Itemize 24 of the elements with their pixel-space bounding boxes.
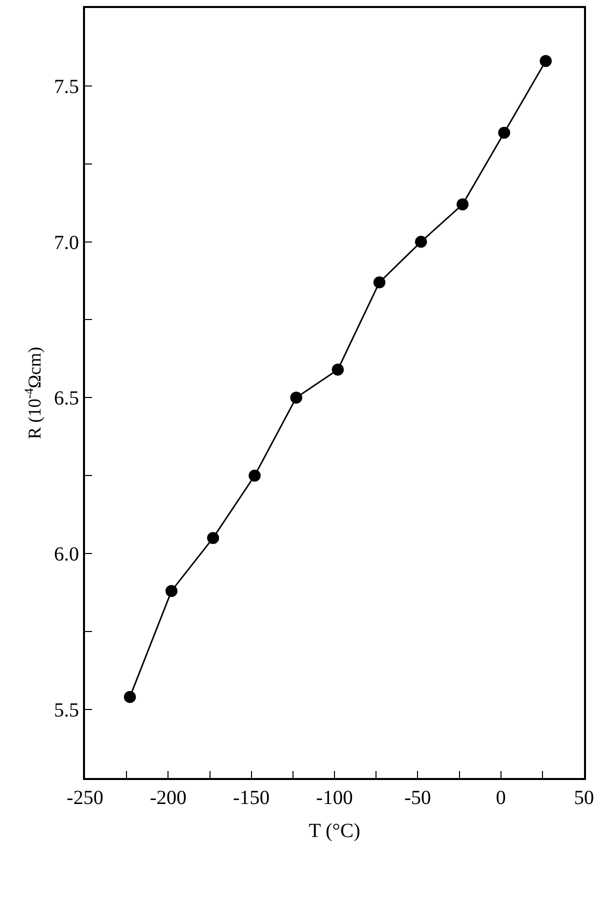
point: [540, 55, 552, 67]
x-tick-label: -150: [232, 787, 270, 809]
x-tick-label: 0: [496, 787, 506, 809]
y-tick-label: 7.5: [54, 76, 79, 98]
x-axis-title: T (°C): [308, 820, 360, 842]
point: [165, 584, 178, 597]
y-tick-label: 5.5: [54, 699, 79, 722]
y-tick-label: 6.5: [54, 388, 79, 410]
point: [456, 198, 469, 210]
point: [248, 470, 261, 482]
x-tick-label: -200: [150, 787, 187, 809]
x-tick-label: 50: [574, 787, 594, 809]
x-tick-label: -50: [404, 787, 432, 809]
x-tick-label: -100: [316, 787, 353, 809]
point: [498, 126, 510, 139]
x-tick-label: -250: [66, 787, 104, 809]
point: [414, 236, 427, 248]
point: [207, 532, 220, 544]
y-tick-label: 6.0: [54, 544, 79, 566]
point: [332, 364, 344, 376]
point: [124, 690, 136, 703]
point: [373, 276, 386, 288]
point: [290, 392, 302, 404]
y-tick-label: 7.0: [54, 232, 79, 254]
